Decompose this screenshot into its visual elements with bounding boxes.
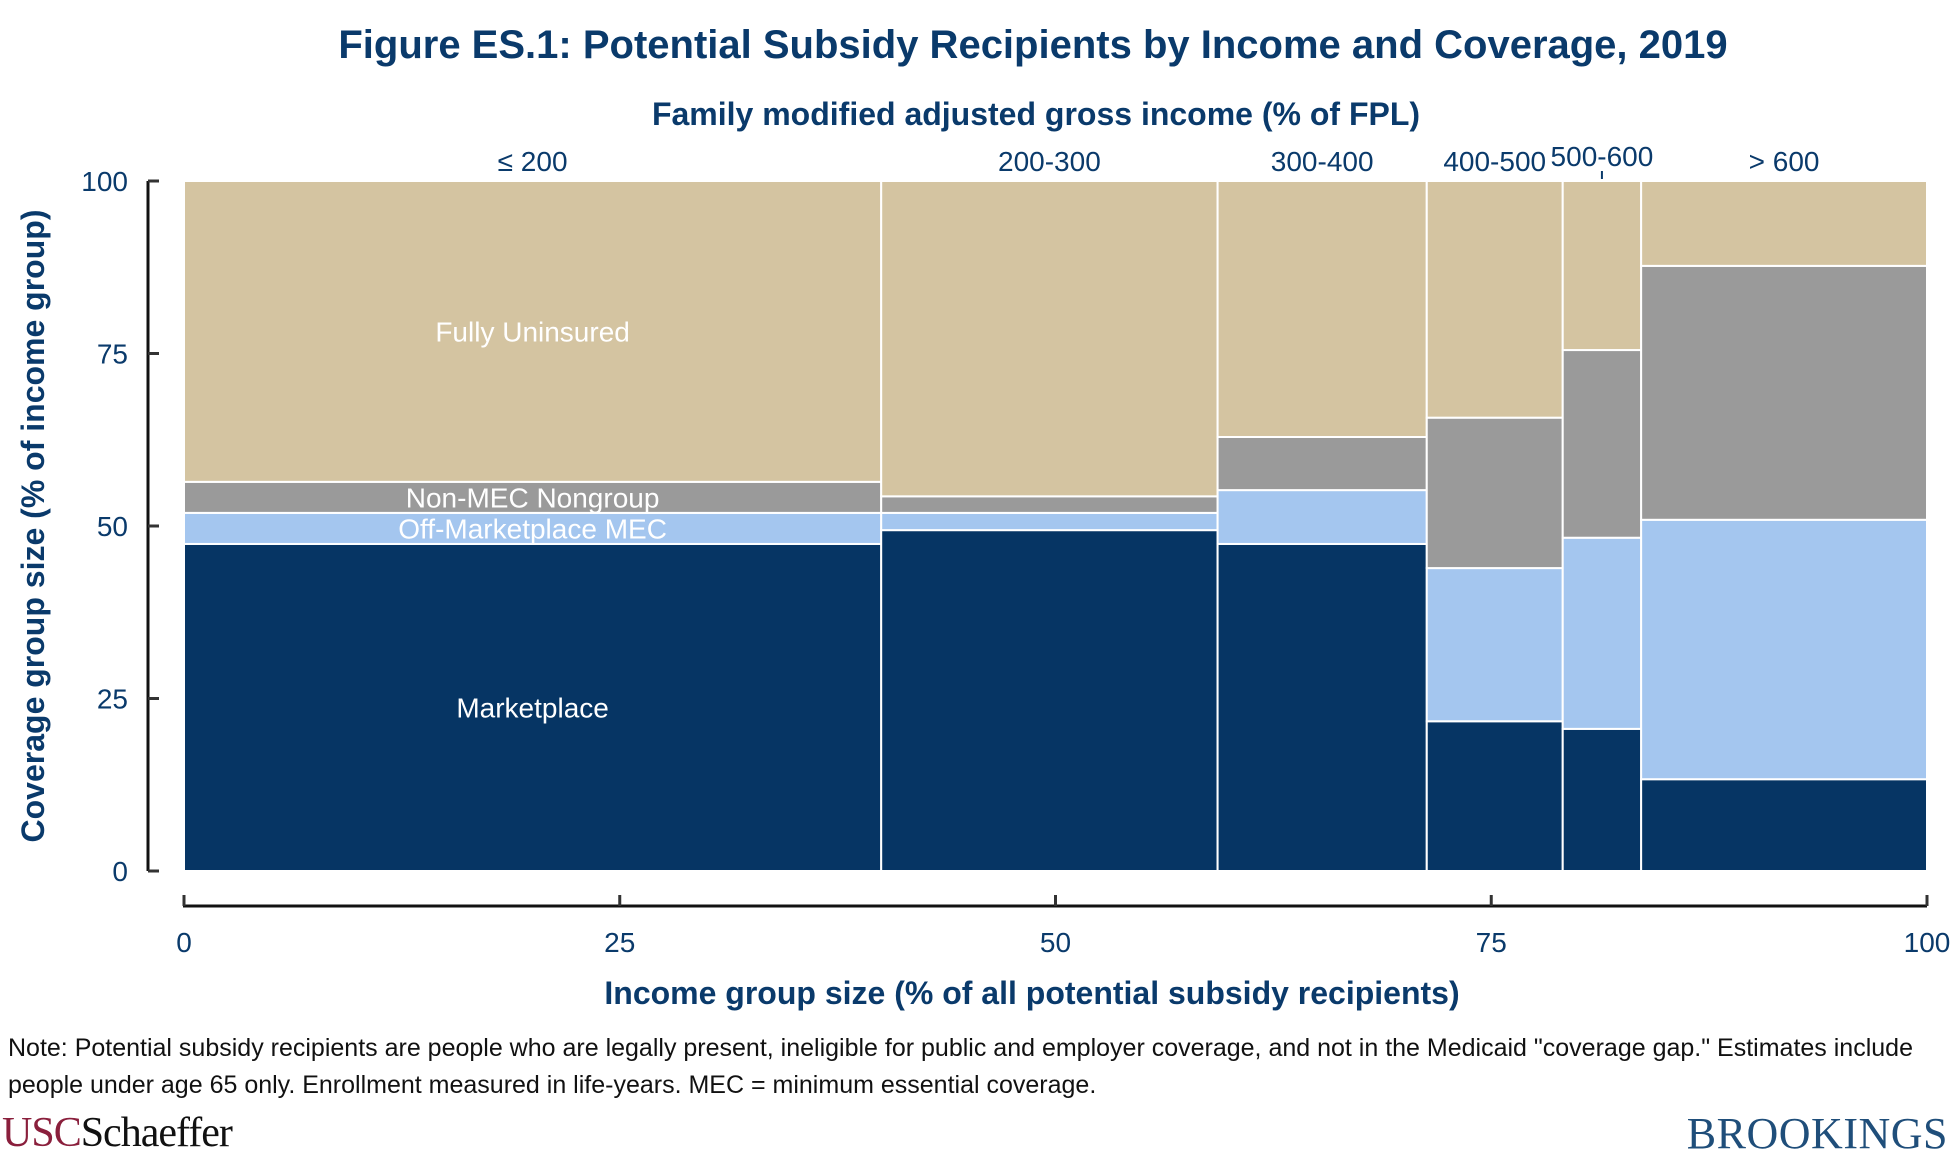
cell-400-500-non-mec-nongroup <box>1425 416 1564 570</box>
cell-500-600-non-mec-nongroup <box>1561 349 1643 539</box>
cell-300-400-marketplace <box>1216 542 1428 872</box>
y-axis-title: Coverage group size (% of income group) <box>15 210 51 843</box>
segment-label-marketplace: Marketplace <box>456 692 609 723</box>
y-tick-label: 50 <box>97 511 128 542</box>
cell-500-600-fully-uninsured <box>1561 180 1643 352</box>
cell-400-500-fully-uninsured <box>1425 180 1564 419</box>
top-axis-title: Family modified adjusted gross income (%… <box>652 96 1420 132</box>
cell-600-non-mec-nongroup <box>1640 264 1928 521</box>
usc-schaeffer-logo: USCSchaeffer <box>2 1110 233 1156</box>
cell-300-400-non-mec-nongroup <box>1216 435 1428 492</box>
cell-200-300-fully-uninsured <box>880 180 1219 498</box>
footnote: Note: Potential subsidy recipients are p… <box>8 1034 1913 1099</box>
brookings-logo: BROOKINGS <box>1686 1109 1948 1158</box>
x-tick-label: 25 <box>604 927 635 958</box>
cell-200-300-marketplace <box>880 529 1219 872</box>
usc-logo-prefix: USC <box>2 1110 82 1156</box>
x-tick-label: 100 <box>1904 927 1950 958</box>
income-group-labels: ≤ 200 200-300 300-400 400-500 500-600 > 600 <box>498 141 1820 179</box>
segment-label-off-marketplace-mec: Off-Marketplace MEC <box>398 513 667 544</box>
y-tick-label: 100 <box>81 166 128 197</box>
y-tick-label: 25 <box>97 684 128 715</box>
cell-600-marketplace <box>1640 778 1928 872</box>
cell-200-off-marketplace-mec <box>183 511 883 545</box>
income-group-label: 400-500 <box>1443 146 1546 177</box>
income-group-label: 200-300 <box>998 146 1101 177</box>
cell-300-400-off-marketplace-mec <box>1216 489 1428 545</box>
cell-600-fully-uninsured <box>1640 180 1928 267</box>
segment-label-non-mec-nongroup: Non-MEC Nongroup <box>406 482 660 513</box>
income-group-label: > 600 <box>1749 146 1820 177</box>
cell-400-500-off-marketplace-mec <box>1425 567 1564 723</box>
x-tick-label: 50 <box>1040 927 1071 958</box>
x-tick-label: 75 <box>1476 927 1507 958</box>
x-axis-title: Income group size (% of all potential su… <box>604 975 1459 1011</box>
x-tick-label: 0 <box>176 927 192 958</box>
segment-label-fully-uninsured: Fully Uninsured <box>435 316 630 347</box>
cell-200-fully-uninsured <box>183 180 883 483</box>
cell-300-400-fully-uninsured <box>1216 180 1428 438</box>
cell-500-600-off-marketplace-mec <box>1561 536 1643 730</box>
x-axis: 0 25 50 75 100 <box>176 895 1950 958</box>
cell-600-off-marketplace-mec <box>1640 518 1928 781</box>
cell-400-500-marketplace <box>1425 720 1564 873</box>
y-axis: 0 25 50 75 100 <box>81 166 159 887</box>
cell-500-600-marketplace <box>1561 727 1643 872</box>
usc-logo-suffix: Schaeffer <box>80 1110 233 1156</box>
cell-200-300-non-mec-nongroup <box>880 495 1219 514</box>
income-group-label: 300-400 <box>1271 146 1374 177</box>
y-tick-label: 0 <box>112 856 128 887</box>
mosaic-chart: Figure ES.1: Potential Subsidy Recipient… <box>15 23 1950 1011</box>
chart-title: Figure ES.1: Potential Subsidy Recipient… <box>338 23 1727 67</box>
income-group-label: 500-600 <box>1551 141 1654 172</box>
mosaic-cells <box>183 180 1928 873</box>
cell-200-300-off-marketplace-mec <box>880 511 1219 532</box>
income-group-label: ≤ 200 <box>498 146 568 177</box>
cell-200-marketplace <box>183 542 883 872</box>
y-tick-label: 75 <box>97 339 128 370</box>
